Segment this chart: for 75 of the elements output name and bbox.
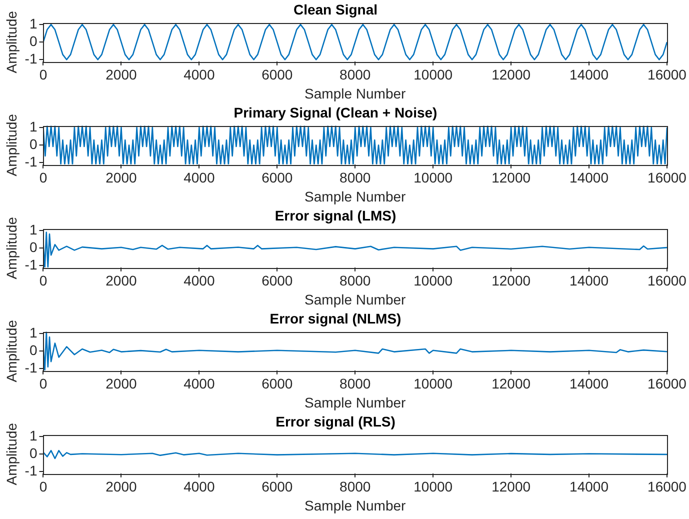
chart-title: Clean Signal [293, 1, 378, 18]
x-axis-title: Sample Number [304, 497, 406, 514]
x-tick-label: 6000 [262, 478, 293, 495]
y-tick-label: 0 [29, 444, 38, 461]
x-tick-label: 4000 [184, 66, 215, 83]
x-tick-label: 8000 [340, 170, 371, 186]
x-tick-label: 2000 [106, 272, 137, 289]
y-tick-label: 0 [29, 238, 38, 255]
x-tick-label: 4000 [184, 478, 215, 495]
x-axis-title: Sample Number [304, 85, 406, 102]
x-tick-label: 0 [39, 272, 48, 289]
y-axis-title: Amplitude [3, 114, 20, 176]
chart-title: Error signal (RLS) [276, 413, 396, 430]
y-axis-title: Amplitude [3, 10, 20, 74]
x-tick-label: 14000 [570, 376, 609, 392]
y-tick-label: 1 [29, 15, 38, 32]
x-tick-label: 12000 [492, 376, 531, 392]
x-tick-label: 4000 [184, 170, 215, 186]
x-tick-label: 6000 [262, 170, 293, 186]
x-tick-label: 12000 [492, 170, 531, 186]
y-tick-label: 1 [29, 118, 38, 134]
x-tick-label: 14000 [570, 478, 609, 495]
x-tick-label: 0 [39, 66, 48, 83]
x-tick-label: 16000 [648, 66, 687, 83]
y-tick-label: -1 [24, 360, 38, 376]
x-tick-label: 10000 [414, 170, 453, 186]
x-tick-label: 16000 [648, 376, 687, 392]
x-axis-title: Sample Number [304, 394, 406, 410]
y-tick-label: 1 [29, 427, 38, 444]
x-tick-label: 14000 [570, 272, 609, 289]
x-tick-label: 0 [39, 170, 48, 186]
x-tick-label: 2000 [106, 376, 137, 392]
x-tick-label: 8000 [340, 376, 371, 392]
x-tick-label: 12000 [492, 272, 531, 289]
y-tick-label: -1 [24, 50, 38, 67]
y-tick-label: 1 [29, 324, 38, 340]
y-tick-label: -1 [24, 154, 38, 170]
chart-title: Error signal (LMS) [274, 207, 396, 224]
x-tick-label: 2000 [106, 170, 137, 186]
y-tick-label: 0 [29, 32, 38, 49]
x-tick-label: 2000 [106, 478, 137, 495]
x-tick-label: 8000 [340, 272, 371, 289]
x-tick-label: 8000 [340, 478, 371, 495]
y-tick-label: -1 [24, 462, 38, 479]
x-tick-label: 16000 [648, 478, 687, 495]
x-axis-title: Sample Number [304, 188, 406, 204]
x-tick-label: 0 [39, 376, 48, 392]
x-tick-label: 4000 [184, 272, 215, 289]
x-tick-label: 14000 [570, 170, 609, 186]
x-tick-label: 10000 [414, 478, 453, 495]
x-tick-label: 14000 [570, 66, 609, 83]
x-tick-label: 16000 [648, 272, 687, 289]
y-axis-title: Amplitude [3, 422, 20, 486]
x-tick-label: 8000 [340, 66, 371, 83]
y-axis-title: Amplitude [3, 320, 20, 382]
x-tick-label: 16000 [648, 170, 687, 186]
y-tick-label: 0 [29, 342, 38, 358]
x-axis-title: Sample Number [304, 291, 406, 308]
x-tick-label: 6000 [262, 272, 293, 289]
x-tick-label: 0 [39, 478, 48, 495]
x-tick-label: 12000 [492, 478, 531, 495]
x-tick-label: 12000 [492, 66, 531, 83]
y-tick-label: 0 [29, 136, 38, 152]
x-tick-label: 10000 [414, 66, 453, 83]
y-tick-label: -1 [24, 256, 38, 273]
y-axis-title: Amplitude [3, 216, 20, 280]
y-tick-label: 1 [29, 221, 38, 238]
x-tick-label: 6000 [262, 66, 293, 83]
x-tick-label: 4000 [184, 376, 215, 392]
chart-title: Error signal (NLMS) [270, 310, 402, 326]
x-tick-label: 10000 [414, 376, 453, 392]
x-tick-label: 2000 [106, 66, 137, 83]
x-tick-label: 10000 [414, 272, 453, 289]
chart-title: Primary Signal (Clean + Noise) [234, 104, 438, 120]
x-tick-label: 6000 [262, 376, 293, 392]
